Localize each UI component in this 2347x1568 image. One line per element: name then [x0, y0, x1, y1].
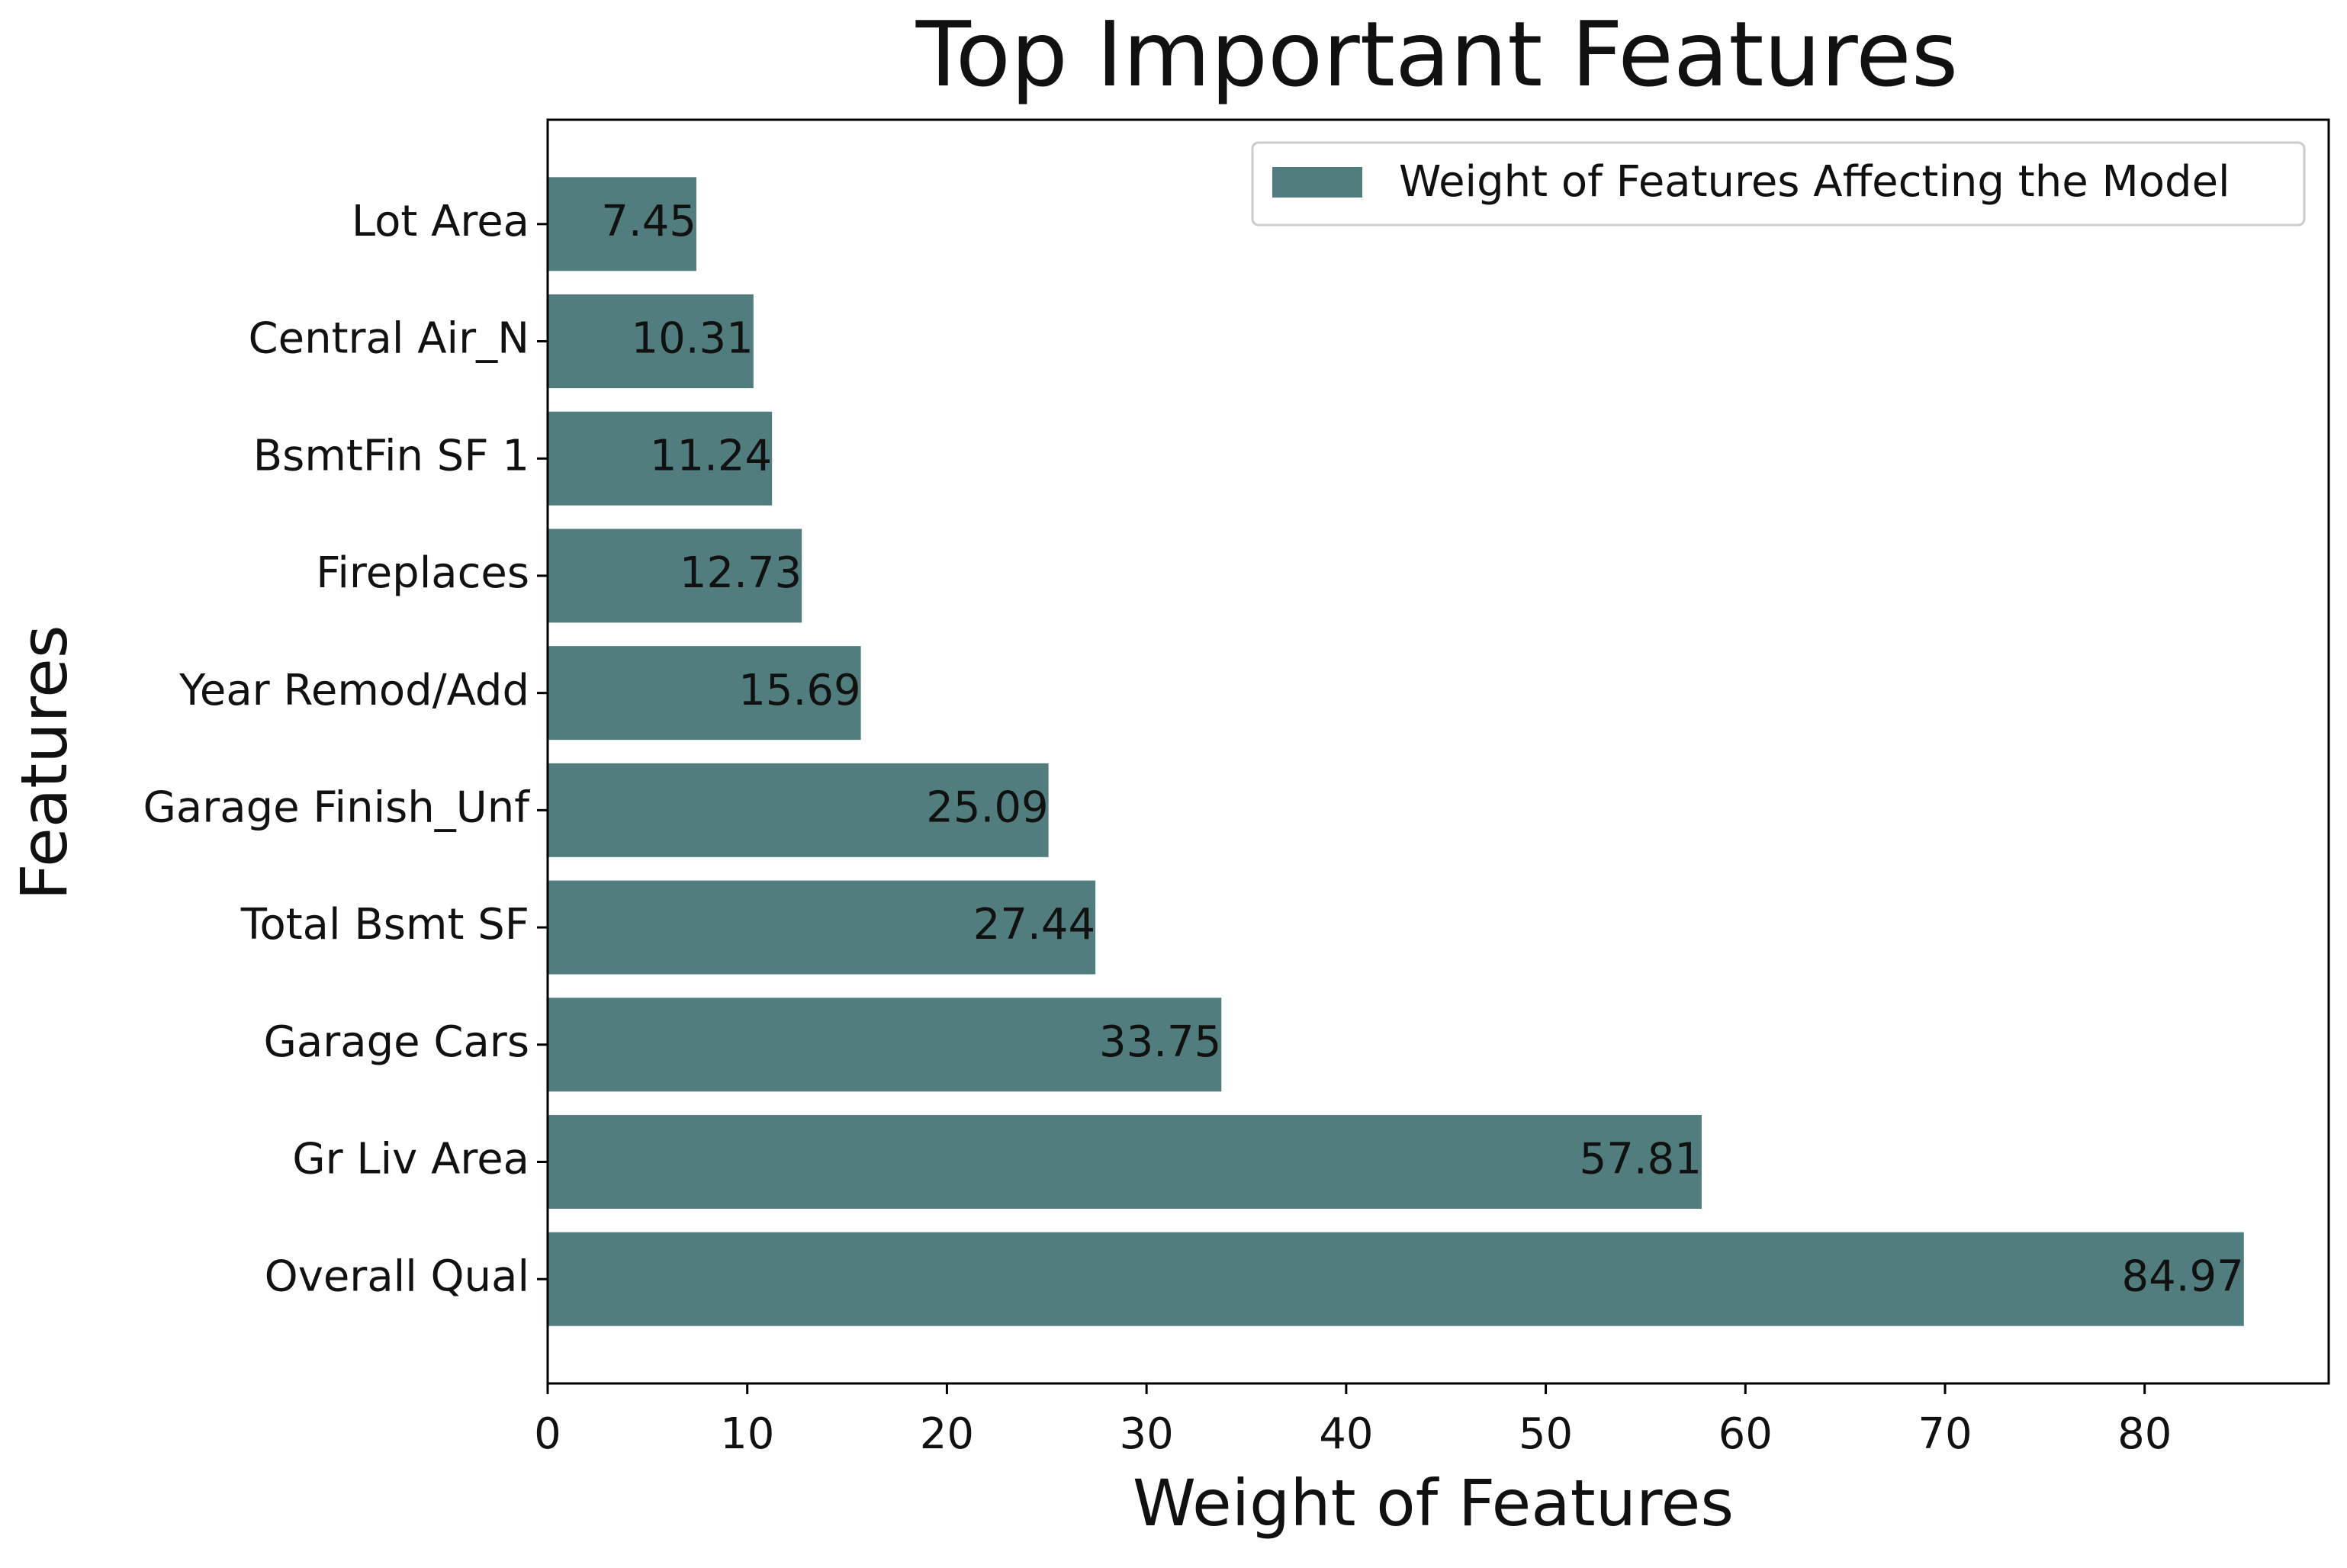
y-axis-label: Features	[7, 625, 82, 900]
y-tick-label: Total Bsmt SF	[240, 900, 529, 949]
y-tick-label: Overall Qual	[265, 1252, 529, 1301]
value-label: 7.45	[601, 197, 696, 246]
value-label: 57.81	[1580, 1135, 1702, 1184]
bar	[548, 763, 1049, 857]
legend-swatch	[1272, 167, 1362, 198]
legend-box	[1251, 141, 2306, 227]
value-label: 33.75	[1099, 1017, 1221, 1067]
bar	[548, 411, 773, 506]
value-label: 27.44	[973, 900, 1095, 949]
value-label: 25.09	[926, 782, 1048, 832]
x-tick-label: 50	[1519, 1409, 1573, 1459]
value-label: 15.69	[738, 666, 860, 715]
y-tick-label: Central Air_N	[249, 314, 529, 364]
y-tick-label: BsmtFin SF 1	[253, 431, 529, 480]
x-tick-label: 10	[720, 1409, 774, 1459]
value-label: 12.73	[680, 548, 802, 598]
x-tick-label: 80	[2117, 1409, 2172, 1459]
x-tick-label: 20	[920, 1409, 974, 1459]
y-tick-label: Garage Cars	[264, 1017, 529, 1067]
x-tick-label: 30	[1120, 1409, 1174, 1459]
y-tick-label: Fireplaces	[316, 548, 529, 598]
bar	[548, 646, 861, 741]
x-tick-label: 40	[1319, 1409, 1373, 1459]
y-tick-label: Garage Finish_Unf	[143, 782, 531, 832]
value-label: 84.97	[2121, 1252, 2243, 1301]
bar	[548, 177, 696, 272]
x-axis-label: Weight of Features	[1133, 1466, 1734, 1541]
y-tick-label: Year Remod/Add	[178, 666, 529, 715]
plot-frame	[546, 118, 2330, 1385]
bar	[548, 998, 1222, 1092]
chart-title: Top Important Features	[915, 2, 1959, 107]
bar	[548, 1232, 2244, 1326]
legend-label: Weight of Features Affecting the Model	[1399, 157, 2230, 207]
bar	[548, 294, 754, 388]
bar	[548, 529, 802, 623]
y-tick-label: Lot Area	[352, 197, 529, 246]
y-tick-label: Gr Liv Area	[292, 1135, 529, 1184]
value-label: 10.31	[631, 314, 753, 364]
bar	[548, 1115, 1702, 1209]
x-tick-label: 70	[1918, 1409, 1972, 1459]
bar	[548, 880, 1096, 975]
value-label: 11.24	[650, 431, 772, 480]
x-tick-label: 60	[1718, 1409, 1773, 1459]
x-tick-label: 0	[534, 1409, 561, 1459]
